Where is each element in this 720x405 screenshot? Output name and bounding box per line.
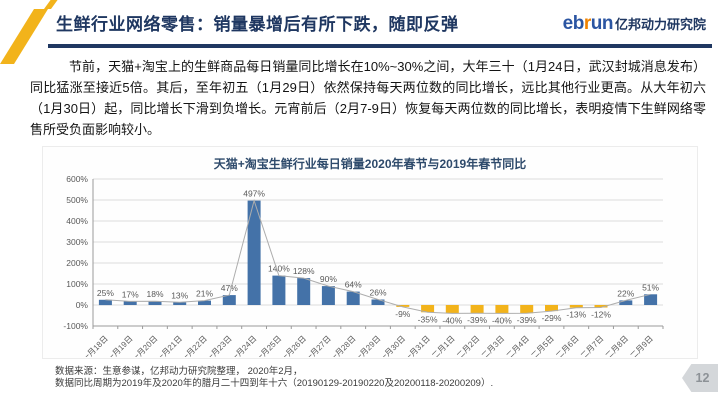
svg-text:64%: 64% (345, 280, 362, 290)
svg-text:一月24日: 一月24日 (229, 334, 259, 357)
svg-text:二月5日: 二月5日 (529, 334, 555, 357)
svg-text:二月7日: 二月7日 (579, 334, 605, 357)
svg-text:-9%: -9% (395, 309, 411, 319)
svg-text:-29%: -29% (542, 313, 562, 323)
chart-card: 天猫+淘宝生鲜行业每日销量2020年春节与2019年春节同比 600% 500% 4… (42, 146, 698, 359)
bar-chart: 600% 500% 400% 300% 200% 100% 0% -100% 25% 一月18日 1… (63, 174, 664, 357)
svg-text:200%: 200% (66, 258, 88, 268)
svg-text:25%: 25% (97, 288, 114, 298)
svg-text:二月2日: 二月2日 (455, 334, 481, 357)
svg-text:-39%: -39% (467, 315, 487, 325)
svg-text:600%: 600% (66, 174, 88, 184)
svg-text:51%: 51% (642, 282, 659, 292)
header-divider (48, 44, 712, 48)
chart-title: 天猫+淘宝生鲜行业每日销量2020年春节与2019年春节同比 (213, 157, 527, 171)
svg-text:13%: 13% (171, 290, 188, 300)
page-title: 生鲜行业网络零售：销量暴增后有所下跌，随即反弹 (56, 15, 459, 34)
svg-text:二月6日: 二月6日 (554, 334, 580, 357)
svg-text:二月3日: 二月3日 (480, 334, 506, 357)
svg-text:140%: 140% (268, 264, 290, 274)
svg-text:497%: 497% (243, 189, 265, 199)
logo-text-r: r (583, 13, 591, 34)
svg-text:90%: 90% (320, 274, 337, 284)
svg-text:26%: 26% (369, 288, 386, 298)
svg-text:300%: 300% (66, 237, 88, 247)
page-number: 12 (695, 371, 710, 385)
svg-text:17%: 17% (122, 289, 139, 299)
svg-text:二月4日: 二月4日 (505, 334, 531, 357)
page-number-badge: 12 (682, 364, 718, 392)
svg-text:一月28日: 一月28日 (328, 334, 358, 357)
logo-text-un: un (590, 13, 614, 34)
svg-text:一月26日: 一月26日 (278, 334, 308, 357)
svg-text:一月18日: 一月18日 (80, 334, 110, 357)
svg-text:-40%: -40% (442, 315, 462, 325)
body-paragraph: 节前，天猫+淘宝上的生鲜商品每日销量同比增长在10%~30%之间，大年三十（1月… (30, 59, 706, 137)
svg-text:128%: 128% (293, 266, 315, 276)
svg-text:500%: 500% (66, 195, 88, 205)
footer-notes: 数据来源：生意参谋，亿邦动力研究院整理， 2020年2月， 数据同比周期为201… (55, 366, 493, 390)
svg-text:一月22日: 一月22日 (179, 334, 209, 357)
svg-text:二月8日: 二月8日 (604, 334, 630, 357)
data-source-line: 数据来源：生意参谋，亿邦动力研究院整理， 2020年2月， (55, 366, 303, 377)
svg-text:-35%: -35% (418, 314, 438, 324)
logo-text-cn: 亿邦动力研究院 (614, 17, 706, 32)
svg-text:-39%: -39% (517, 315, 537, 325)
svg-text:一月30日: 一月30日 (378, 334, 408, 357)
svg-text:二月1日: 二月1日 (430, 334, 456, 357)
svg-text:0%: 0% (76, 300, 89, 310)
svg-text:18%: 18% (146, 289, 163, 299)
svg-text:一月21日: 一月21日 (154, 334, 184, 357)
svg-text:一月19日: 一月19日 (105, 334, 135, 357)
svg-text:-12%: -12% (591, 310, 611, 320)
svg-text:-100%: -100% (63, 321, 88, 331)
svg-text:一月27日: 一月27日 (303, 334, 333, 357)
svg-text:47%: 47% (221, 283, 238, 293)
svg-text:21%: 21% (196, 289, 213, 299)
svg-text:二月9日: 二月9日 (629, 334, 655, 357)
svg-text:-40%: -40% (492, 315, 512, 325)
svg-text:-13%: -13% (566, 310, 586, 320)
data-period-line: 数据同比周期为2019年及2020年的腊月二十四到年十六（20190129-20… (55, 378, 494, 389)
yellow-slash-icon (0, 0, 58, 64)
svg-text:一月23日: 一月23日 (204, 334, 234, 357)
svg-text:一月29日: 一月29日 (353, 334, 383, 357)
svg-text:一月31日: 一月31日 (402, 334, 432, 357)
svg-text:一月20日: 一月20日 (130, 334, 160, 357)
svg-text:100%: 100% (66, 279, 88, 289)
logo-text-eb: eb (562, 13, 585, 34)
ebrun-logo: ebrun 亿邦动力研究院 (563, 13, 706, 35)
svg-text:400%: 400% (66, 216, 88, 226)
svg-text:22%: 22% (617, 288, 634, 298)
svg-text:一月25日: 一月25日 (254, 334, 284, 357)
